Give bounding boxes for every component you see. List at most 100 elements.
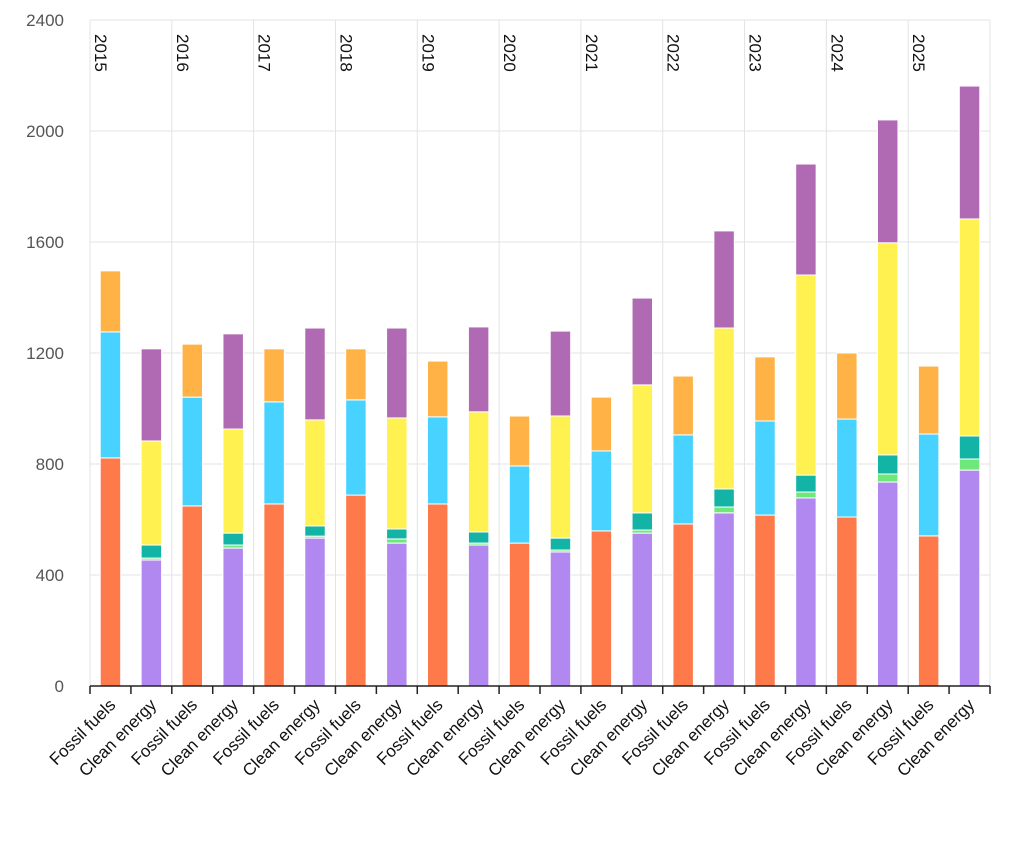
bar-segment — [549, 330, 572, 417]
bar-segment — [754, 356, 776, 422]
bar-segment — [713, 230, 735, 329]
bar-segment — [181, 505, 204, 687]
bar-segment — [754, 420, 776, 516]
bar-segment — [140, 348, 163, 442]
group-label: 2019 — [418, 34, 437, 72]
bar-segment — [99, 457, 122, 687]
group-label: 2017 — [255, 34, 274, 72]
bar-segment — [304, 525, 326, 537]
bar-segment — [631, 532, 654, 687]
bar-segment — [877, 119, 899, 244]
bar-segment — [836, 418, 858, 518]
bar-segment — [427, 503, 449, 687]
bar-segment — [222, 428, 244, 534]
y-tick-label: 2000 — [26, 122, 64, 141]
y-tick-label: 1200 — [26, 344, 64, 363]
bar-segment — [590, 396, 613, 452]
bar-segment — [795, 497, 817, 687]
bar-segment — [386, 417, 408, 530]
bar-segment — [467, 326, 490, 413]
group-label: 2024 — [827, 34, 846, 72]
bar-segment — [713, 327, 735, 490]
bar-segment — [263, 401, 285, 505]
bar-segment — [467, 531, 490, 544]
bar-segment — [631, 297, 654, 386]
bar-segment — [795, 474, 817, 493]
bar-segment — [222, 333, 244, 430]
bar-segment — [877, 242, 899, 456]
bar-segment — [795, 491, 817, 499]
y-tick-label: 400 — [36, 566, 64, 585]
bar-segment — [795, 274, 817, 476]
bar-segment — [304, 537, 326, 687]
bar-segment — [958, 469, 981, 687]
group-label: 2022 — [664, 34, 683, 72]
bar-segment — [386, 542, 408, 687]
bar-segment — [713, 512, 735, 687]
bar-segment — [917, 535, 940, 687]
group-label: 2021 — [582, 34, 601, 72]
y-tick-label: 0 — [55, 677, 64, 696]
bar-segment — [304, 327, 326, 421]
bar-segment — [263, 503, 285, 687]
bar-segment — [222, 547, 244, 687]
bar-segment — [713, 488, 735, 508]
bar-segment — [795, 163, 817, 276]
bar-segment — [140, 544, 163, 559]
bar-segment — [467, 411, 490, 533]
bar-segment — [99, 270, 122, 333]
bar-segment — [508, 415, 531, 467]
bar-segment — [590, 530, 613, 687]
y-tick-label: 2400 — [26, 11, 64, 30]
group-label: 2018 — [336, 34, 355, 72]
bar-segment — [427, 360, 449, 418]
bar-segment — [713, 506, 735, 514]
bar-segment — [181, 343, 204, 398]
y-tick-label: 1600 — [26, 233, 64, 252]
bar-segment — [140, 440, 163, 546]
bar-segment — [836, 352, 858, 420]
bar-segment — [754, 514, 776, 687]
bar-segment — [549, 537, 572, 551]
bar-segment — [631, 512, 654, 531]
bar-segment — [386, 538, 408, 544]
bar-segment — [958, 85, 981, 220]
bar-segment — [467, 544, 490, 687]
bar-segment — [345, 399, 367, 496]
bar-segment — [386, 528, 408, 540]
bar-segment — [304, 419, 326, 527]
bar-segment — [958, 218, 981, 437]
bar-segment — [222, 532, 244, 546]
bar-segment — [958, 435, 981, 460]
group-label: 2025 — [909, 34, 928, 72]
bar-segment — [958, 458, 981, 471]
group-label: 2023 — [746, 34, 765, 72]
bar-segment — [99, 331, 122, 459]
group-label: 2015 — [91, 34, 110, 72]
bar-segment — [345, 494, 367, 687]
bar-segment — [386, 327, 408, 419]
bar-segment — [877, 481, 899, 687]
bar-segment — [549, 415, 572, 539]
y-tick-label: 800 — [36, 455, 64, 474]
bar-segment — [549, 551, 572, 687]
bar-segment — [181, 396, 204, 507]
group-label: 2020 — [500, 34, 519, 72]
bar-segment — [508, 542, 531, 687]
bar-segment — [345, 348, 367, 401]
bar-segment — [917, 433, 940, 537]
bar-segment — [672, 523, 694, 687]
bar-segment — [427, 416, 449, 505]
bar-segment — [263, 348, 285, 403]
bar-segment — [877, 473, 899, 483]
bar-segment — [508, 465, 531, 544]
bar-segment — [631, 384, 654, 514]
bar-segment — [917, 365, 940, 435]
group-label: 2016 — [173, 34, 192, 72]
bar-segment — [672, 375, 694, 436]
bar-segment — [140, 559, 163, 687]
bar-segment — [877, 454, 899, 475]
bar-segment — [590, 450, 613, 532]
